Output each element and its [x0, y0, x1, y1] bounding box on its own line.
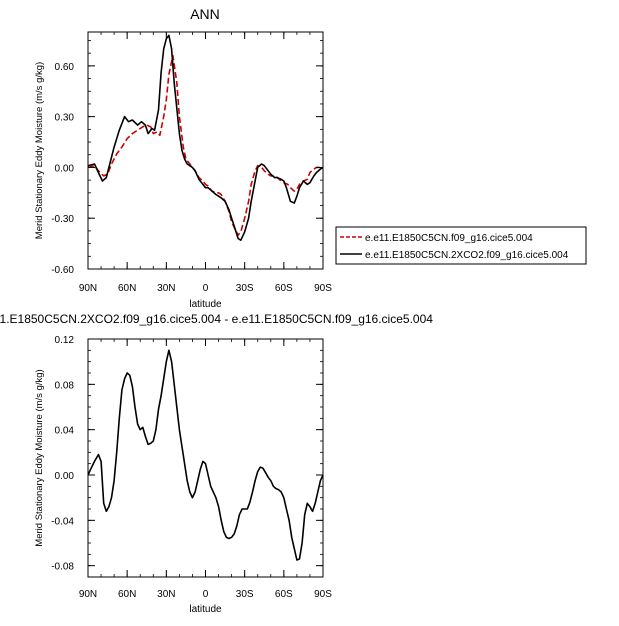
legend: e.e11.E1850C5CN.f09_g16.cice5.004 e.e11.E… — [335, 226, 587, 265]
y-tick-label: 0.04 — [55, 426, 75, 437]
x-axis-label: latitude — [189, 604, 222, 615]
x-tick-label: 0 — [203, 589, 209, 600]
y-axis-label: Merid Stationary Eddy Moisture (m/s g/kg… — [34, 62, 45, 239]
chart-panel-2: e.e11.E1850C5CN.2XCO2.f09_g16.cice5.004 … — [0, 312, 433, 615]
legend-label-2: e.e11.E1850C5CN.2XCO2.f09_g16.cice5.004 — [365, 250, 569, 261]
series-line-2 — [88, 34, 323, 241]
x-tick-label: 30N — [157, 589, 175, 600]
x-tick-label: 30S — [236, 589, 254, 600]
x-tick-label: 0 — [203, 283, 209, 294]
y-tick-label: -0.30 — [51, 214, 74, 225]
legend-label-1: e.e11.E1850C5CN.f09_g16.cice5.004 — [365, 233, 533, 244]
x-tick-label: 90S — [314, 283, 332, 294]
y-tick-label: 0.30 — [55, 113, 75, 124]
plot-frame — [87, 338, 324, 578]
x-tick-label: 60S — [275, 283, 293, 294]
x-tick-label: 90S — [314, 589, 332, 600]
series-group — [88, 34, 323, 241]
series-line-1 — [88, 54, 323, 236]
legend-box — [335, 226, 587, 265]
y-tick-label: 0.12 — [55, 335, 75, 346]
y-tick-label: 0.08 — [55, 380, 75, 391]
x-tick-label: 90N — [79, 283, 97, 294]
x-tick-label: 60S — [275, 589, 293, 600]
x-tick-label: 30N — [157, 283, 175, 294]
y-axis-label: Merid Stationary Eddy Moisture (m/s g/kg… — [34, 369, 45, 546]
series-line-1 — [88, 349, 323, 561]
x-tick-label: 60N — [118, 283, 136, 294]
plot-frame — [87, 31, 324, 270]
x-axis-label: latitude — [189, 299, 222, 310]
y-tick-label: -0.04 — [51, 516, 74, 527]
series-group — [88, 349, 323, 561]
y-tick-label: 0.60 — [55, 62, 75, 73]
y-tick-label: -0.08 — [51, 562, 74, 573]
chart-title: ANN — [190, 6, 220, 22]
x-tick-label: 60N — [118, 589, 136, 600]
y-tick-label: -0.60 — [51, 265, 74, 276]
y-tick-label: 0.00 — [55, 471, 75, 482]
y-tick-label: 0.00 — [55, 163, 75, 174]
x-tick-label: 90N — [79, 589, 97, 600]
chart-panel-1: ANN -0.60 -0.30 0.00 0.30 0.60 90N 60N 30N 0 30S 60… — [34, 6, 587, 310]
chart-title: e.e11.E1850C5CN.2XCO2.f09_g16.cice5.004 … — [0, 312, 433, 326]
x-tick-label: 30S — [236, 283, 254, 294]
